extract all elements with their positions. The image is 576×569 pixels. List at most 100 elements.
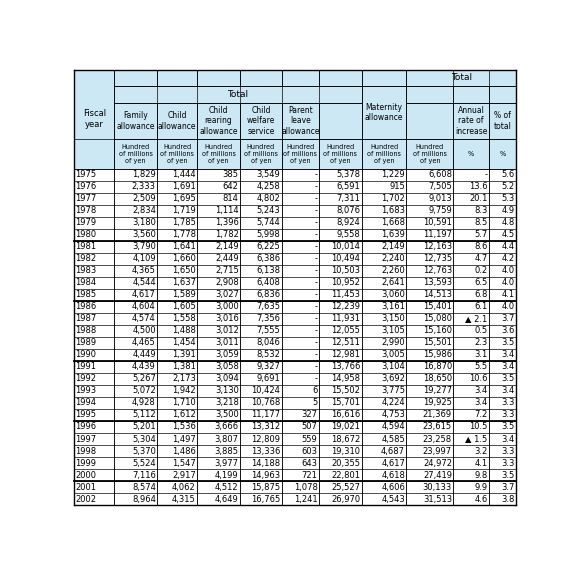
- Text: -: -: [314, 242, 317, 251]
- Bar: [114, 69, 157, 86]
- Bar: [453, 139, 488, 168]
- Text: 2,990: 2,990: [381, 339, 405, 347]
- Bar: [453, 397, 488, 409]
- Text: Hundred
of millions
of yen: Hundred of millions of yen: [283, 144, 317, 164]
- Bar: [407, 193, 453, 205]
- Bar: [240, 361, 282, 373]
- Text: 9,691: 9,691: [257, 374, 281, 384]
- Bar: [74, 397, 114, 409]
- Text: 1977: 1977: [75, 194, 97, 203]
- Bar: [282, 337, 319, 349]
- Bar: [407, 457, 453, 469]
- Bar: [114, 265, 157, 277]
- Bar: [282, 409, 319, 421]
- Text: 27,419: 27,419: [423, 471, 452, 480]
- Text: 16,765: 16,765: [251, 494, 281, 504]
- Bar: [488, 241, 516, 253]
- Text: 5,524: 5,524: [132, 459, 156, 468]
- Bar: [319, 421, 362, 433]
- Text: 13.6: 13.6: [469, 182, 487, 191]
- Bar: [74, 289, 114, 301]
- Text: 1,497: 1,497: [172, 435, 196, 443]
- Bar: [282, 301, 319, 313]
- Text: 25,527: 25,527: [331, 483, 361, 492]
- Text: 19,925: 19,925: [423, 398, 452, 407]
- Bar: [197, 361, 240, 373]
- Bar: [319, 205, 362, 217]
- Bar: [319, 409, 362, 421]
- Text: 1982: 1982: [75, 254, 97, 263]
- Bar: [74, 241, 114, 253]
- Bar: [488, 385, 516, 397]
- Bar: [240, 325, 282, 337]
- Text: 2,641: 2,641: [381, 278, 405, 287]
- Text: 19,310: 19,310: [331, 447, 361, 456]
- Bar: [240, 253, 282, 265]
- Text: 5,744: 5,744: [257, 218, 281, 227]
- Bar: [407, 139, 453, 168]
- Text: 507: 507: [302, 423, 317, 431]
- Bar: [114, 205, 157, 217]
- Bar: [362, 481, 407, 493]
- Text: 16,616: 16,616: [331, 410, 361, 419]
- Text: 3,016: 3,016: [215, 314, 238, 323]
- Bar: [157, 385, 197, 397]
- Bar: [319, 361, 362, 373]
- Bar: [74, 421, 114, 433]
- Bar: [488, 409, 516, 421]
- Text: 5,267: 5,267: [132, 374, 156, 384]
- Bar: [407, 180, 453, 193]
- Bar: [319, 493, 362, 505]
- Text: 15,501: 15,501: [423, 339, 452, 347]
- Bar: [407, 433, 453, 445]
- Text: 7,311: 7,311: [336, 194, 361, 203]
- Bar: [407, 168, 453, 180]
- Text: 3,011: 3,011: [215, 339, 238, 347]
- Text: 3,104: 3,104: [381, 362, 405, 372]
- Bar: [319, 241, 362, 253]
- Text: 1,486: 1,486: [172, 447, 196, 456]
- Text: 12,055: 12,055: [332, 327, 361, 335]
- Bar: [157, 481, 197, 493]
- Bar: [114, 385, 157, 397]
- Text: 2002: 2002: [75, 494, 97, 504]
- Text: 2,715: 2,715: [215, 266, 238, 275]
- Bar: [453, 229, 488, 241]
- Bar: [282, 193, 319, 205]
- Text: 4.2: 4.2: [502, 254, 515, 263]
- Text: 12,163: 12,163: [423, 242, 452, 251]
- Bar: [197, 69, 240, 86]
- Text: 3.4: 3.4: [474, 398, 487, 407]
- Bar: [240, 277, 282, 289]
- Text: 2001: 2001: [75, 483, 97, 492]
- Bar: [362, 277, 407, 289]
- Bar: [114, 349, 157, 361]
- Text: 1989: 1989: [75, 339, 97, 347]
- Bar: [362, 69, 407, 86]
- Bar: [488, 493, 516, 505]
- Bar: [157, 168, 197, 180]
- Bar: [74, 301, 114, 313]
- Bar: [197, 139, 240, 168]
- Text: 1980: 1980: [75, 230, 97, 239]
- Text: 2,260: 2,260: [381, 266, 405, 275]
- Bar: [488, 373, 516, 385]
- Text: -: -: [314, 314, 317, 323]
- Text: 3.5: 3.5: [502, 339, 515, 347]
- Bar: [114, 361, 157, 373]
- Bar: [197, 433, 240, 445]
- Bar: [114, 289, 157, 301]
- Bar: [319, 433, 362, 445]
- Text: Parent
leave
allowance: Parent leave allowance: [281, 106, 320, 136]
- Bar: [157, 337, 197, 349]
- Bar: [282, 289, 319, 301]
- Text: 3.7: 3.7: [502, 483, 515, 492]
- Text: 30,133: 30,133: [423, 483, 452, 492]
- Bar: [362, 337, 407, 349]
- Bar: [197, 397, 240, 409]
- Text: 1983: 1983: [75, 266, 97, 275]
- Text: 1,641: 1,641: [172, 242, 196, 251]
- Text: 4,512: 4,512: [215, 483, 238, 492]
- Text: 11,453: 11,453: [331, 290, 361, 299]
- Bar: [282, 349, 319, 361]
